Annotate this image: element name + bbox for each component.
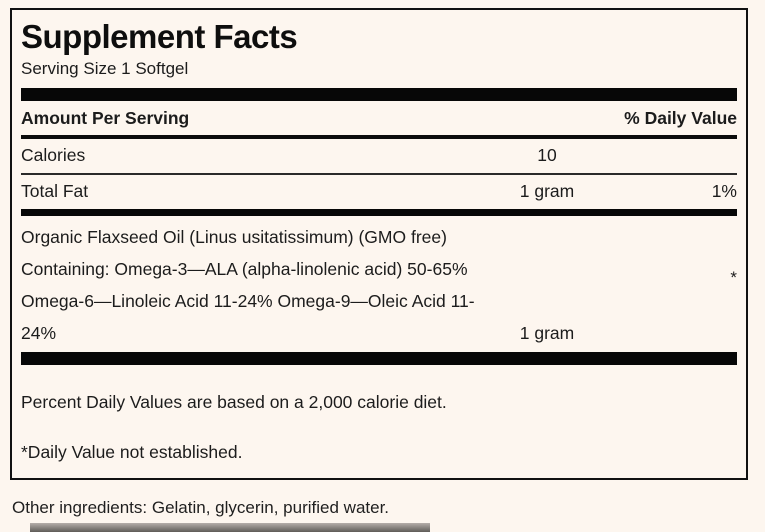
flaxseed-line-4-text: 24%: [21, 323, 57, 344]
calories-name: Calories: [21, 145, 86, 166]
total-fat-amount: 1 gram: [519, 181, 575, 202]
bottom-divider-bar: [21, 352, 737, 366]
flaxseed-line-4: 24% 1 gram: [21, 317, 737, 349]
flaxseed-line-3: Omega-6—Linoleic Acid 11-24% Omega-9—Ole…: [21, 291, 475, 312]
total-fat-row: Total Fat 1 gram 1%: [21, 175, 737, 209]
flaxseed-oil-row: Organic Flaxseed Oil (Linus usitatissimu…: [21, 216, 737, 352]
total-fat-divider-bar: [21, 209, 737, 217]
serving-size: Serving Size 1 Softgel: [21, 59, 189, 79]
bottom-cutoff-bar: [30, 523, 430, 532]
calories-divider: [21, 173, 737, 176]
calories-row: Calories 10: [21, 139, 737, 173]
panel-title: Supplement Facts: [21, 18, 298, 55]
percent-dv-footnote: Percent Daily Values are based on a 2,00…: [21, 392, 447, 413]
flaxseed-amount: 1 gram: [519, 323, 575, 344]
flaxseed-asterisk: *: [730, 268, 737, 288]
daily-value-header: % Daily Value: [624, 108, 737, 129]
flaxseed-line-2: Containing: Omega-3—ALA (alpha-linolenic…: [21, 259, 468, 280]
other-ingredients-text: Other ingredients: Gelatin, glycerin, pu…: [12, 498, 390, 517]
top-divider-bar: [21, 88, 737, 102]
calories-amount: 10: [537, 145, 557, 166]
amount-per-serving-header: Amount Per Serving: [21, 108, 190, 129]
total-fat-name: Total Fat: [21, 181, 89, 202]
supplement-facts-panel: Supplement Facts Serving Size 1 Softgel …: [10, 8, 748, 480]
column-header-row: Amount Per Serving % Daily Value: [21, 101, 737, 140]
asterisk-footnote: *Daily Value not established.: [21, 442, 243, 463]
total-fat-dv: 1%: [711, 181, 737, 202]
flaxseed-line-1: Organic Flaxseed Oil (Linus usitatissimu…: [21, 227, 447, 248]
